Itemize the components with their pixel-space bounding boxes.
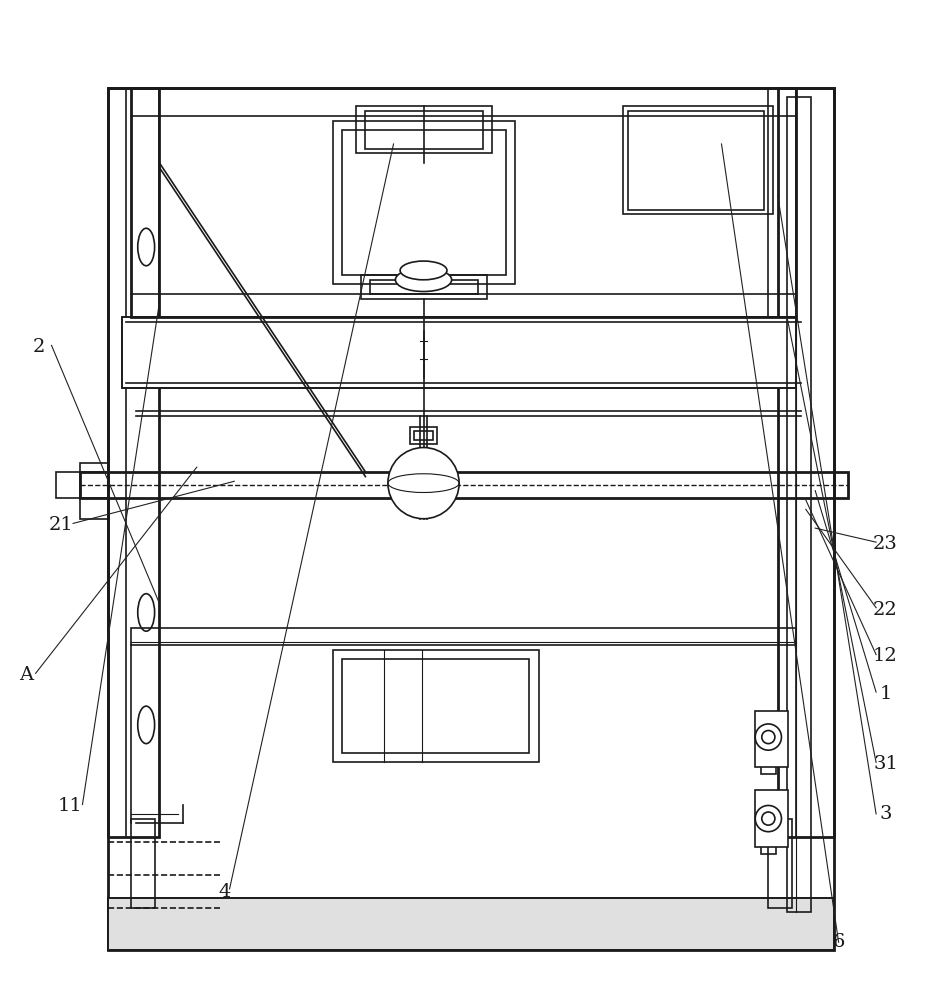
Bar [131, 819, 154, 908]
Bar [332, 121, 515, 284]
Bar [414, 431, 432, 440]
Circle shape [761, 812, 774, 825]
Bar [108, 898, 833, 950]
Ellipse shape [400, 261, 446, 280]
Bar [122, 317, 796, 388]
Circle shape [754, 805, 781, 832]
Bar [754, 790, 787, 847]
Text: 21: 21 [49, 516, 73, 534]
Text: 3: 3 [878, 805, 891, 823]
Bar [108, 88, 833, 950]
Text: 31: 31 [872, 755, 897, 773]
Bar [627, 111, 763, 210]
Text: 2: 2 [33, 338, 46, 356]
Circle shape [754, 724, 781, 750]
Bar [80, 472, 847, 498]
Bar [760, 845, 775, 854]
Bar [342, 130, 505, 275]
Bar [360, 275, 487, 299]
Bar [342, 659, 529, 753]
Circle shape [388, 448, 459, 519]
Bar [786, 97, 810, 912]
Bar [108, 88, 159, 837]
Bar [108, 898, 833, 950]
Text: 1: 1 [878, 685, 891, 703]
Text: A: A [19, 666, 34, 684]
Ellipse shape [395, 268, 451, 292]
Text: 12: 12 [872, 647, 897, 665]
Text: 6: 6 [831, 933, 844, 951]
Bar [622, 106, 772, 214]
Text: 23: 23 [872, 535, 897, 553]
Text: 11: 11 [58, 797, 82, 815]
Text: 22: 22 [872, 601, 897, 619]
Bar [356, 106, 491, 153]
Bar [131, 88, 796, 317]
Bar [777, 88, 833, 837]
Bar [760, 764, 775, 774]
Text: 4: 4 [218, 883, 231, 901]
Bar [56, 472, 108, 498]
Bar [365, 111, 482, 149]
Bar [131, 628, 796, 645]
Bar [80, 463, 108, 519]
Bar [370, 280, 477, 294]
Bar [122, 317, 796, 388]
Bar [332, 650, 538, 762]
Bar [754, 711, 787, 767]
Bar [768, 819, 791, 908]
Bar [410, 427, 436, 444]
Circle shape [761, 731, 774, 744]
